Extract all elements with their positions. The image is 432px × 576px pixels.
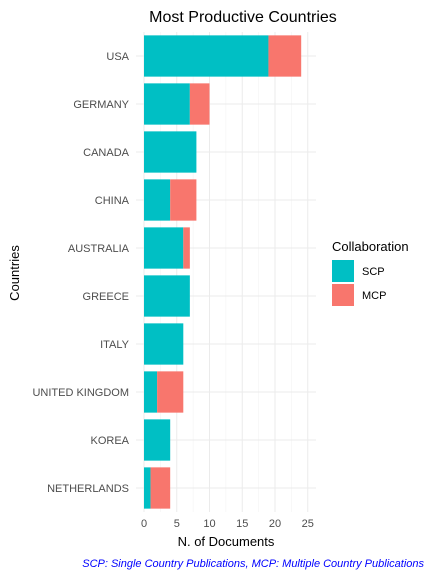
bar-scp — [144, 227, 184, 269]
chart-title: Most Productive Countries — [149, 9, 337, 26]
bar-scp — [144, 35, 269, 77]
x-axis-title: N. of Documents — [178, 534, 275, 549]
x-tick-label: 20 — [269, 518, 281, 530]
y-tick-label: CHINA — [95, 195, 130, 207]
bar-mcp — [170, 179, 197, 221]
y-tick-label: GERMANY — [73, 99, 129, 111]
bar-scp — [144, 179, 171, 221]
bar-scp — [144, 323, 184, 365]
legend-label-mcp: MCP — [362, 290, 386, 302]
y-axis-title: Countries — [7, 245, 22, 301]
legend-label-scp: SCP — [362, 266, 385, 278]
y-tick-label: ITALY — [100, 339, 130, 351]
y-tick-label: USA — [106, 51, 129, 63]
legend-title: Collaboration — [332, 239, 409, 254]
x-tick-label: 0 — [141, 518, 147, 530]
bar-scp — [144, 371, 158, 413]
y-tick-label: CANADA — [83, 147, 130, 159]
x-tick-label: 5 — [174, 518, 180, 530]
y-tick-label: AUSTRALIA — [68, 243, 130, 255]
legend-swatch-mcp — [332, 284, 354, 306]
bar-scp — [144, 275, 190, 317]
bar-scp — [144, 83, 190, 125]
bars — [144, 35, 302, 509]
bar-mcp — [268, 35, 302, 77]
x-tick-labels: 0 5 10 15 20 25 — [141, 518, 314, 530]
y-tick-label: GREECE — [83, 291, 129, 303]
bar-scp — [144, 131, 197, 173]
legend: Collaboration SCP MCP — [332, 239, 409, 306]
y-tick-label: NETHERLANDS — [47, 483, 129, 495]
x-tick-label: 10 — [203, 518, 215, 530]
y-tick-labels: USA GERMANY CANADA CHINA AUSTRALIA GREECE ITAL… — [32, 51, 129, 495]
bar-mcp — [189, 83, 210, 125]
bar-mcp — [157, 371, 184, 413]
caption: SCP: Single Country Publications, MCP: M… — [82, 558, 424, 570]
legend-swatch-scp — [332, 260, 354, 282]
y-tick-label: KOREA — [90, 435, 129, 447]
bar-scp — [144, 467, 151, 509]
bar-mcp — [183, 227, 190, 269]
x-tick-label: 25 — [302, 518, 314, 530]
bar-mcp — [150, 467, 171, 509]
y-tick-label: UNITED KINGDOM — [32, 387, 129, 399]
bar-scp — [144, 419, 171, 461]
x-tick-label: 15 — [236, 518, 248, 530]
